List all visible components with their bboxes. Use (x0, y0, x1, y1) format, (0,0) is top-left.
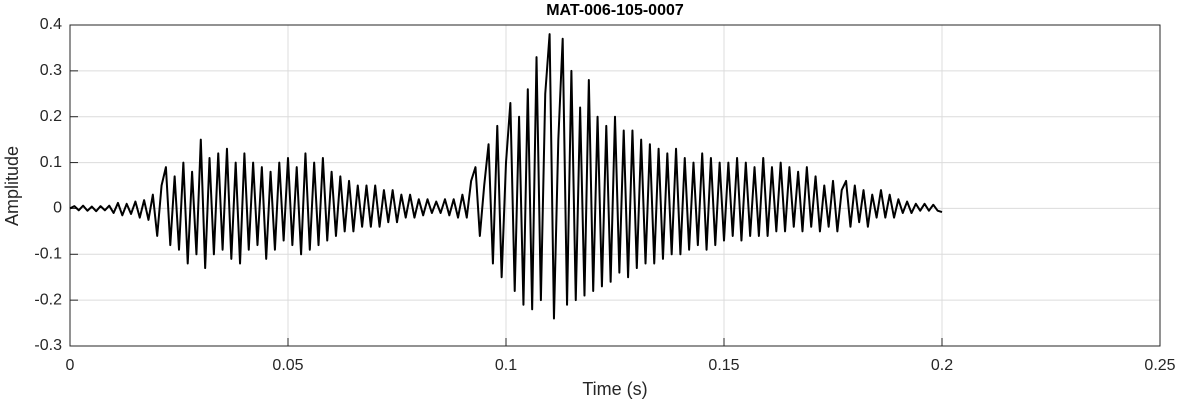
y-tick-label: -0.2 (34, 291, 62, 308)
x-tick-label: 0.05 (272, 357, 303, 374)
x-axis-label: Time (s) (582, 379, 647, 399)
y-tick-label: 0 (53, 200, 62, 217)
y-tick-label: -0.1 (34, 246, 62, 263)
x-tick-label: 0.15 (708, 357, 739, 374)
x-tick-label: 0 (66, 357, 75, 374)
y-tick-label: -0.3 (34, 337, 62, 354)
x-tick-label: 0.1 (495, 357, 517, 374)
plot-frame (69, 24, 1161, 347)
x-tick-label: 0.2 (931, 357, 953, 374)
y-tick-label: 0.3 (40, 62, 62, 79)
x-tick-label: 0.25 (1144, 357, 1175, 374)
y-tick-label: 0.2 (40, 108, 62, 125)
waveform-line (69, 33, 943, 320)
y-tick-label: 0.1 (40, 154, 62, 171)
chart-title: MAT-006-105-0007 (546, 2, 684, 19)
y-axis-label: Amplitude (2, 146, 22, 226)
y-tick-label: 0.4 (40, 16, 62, 33)
